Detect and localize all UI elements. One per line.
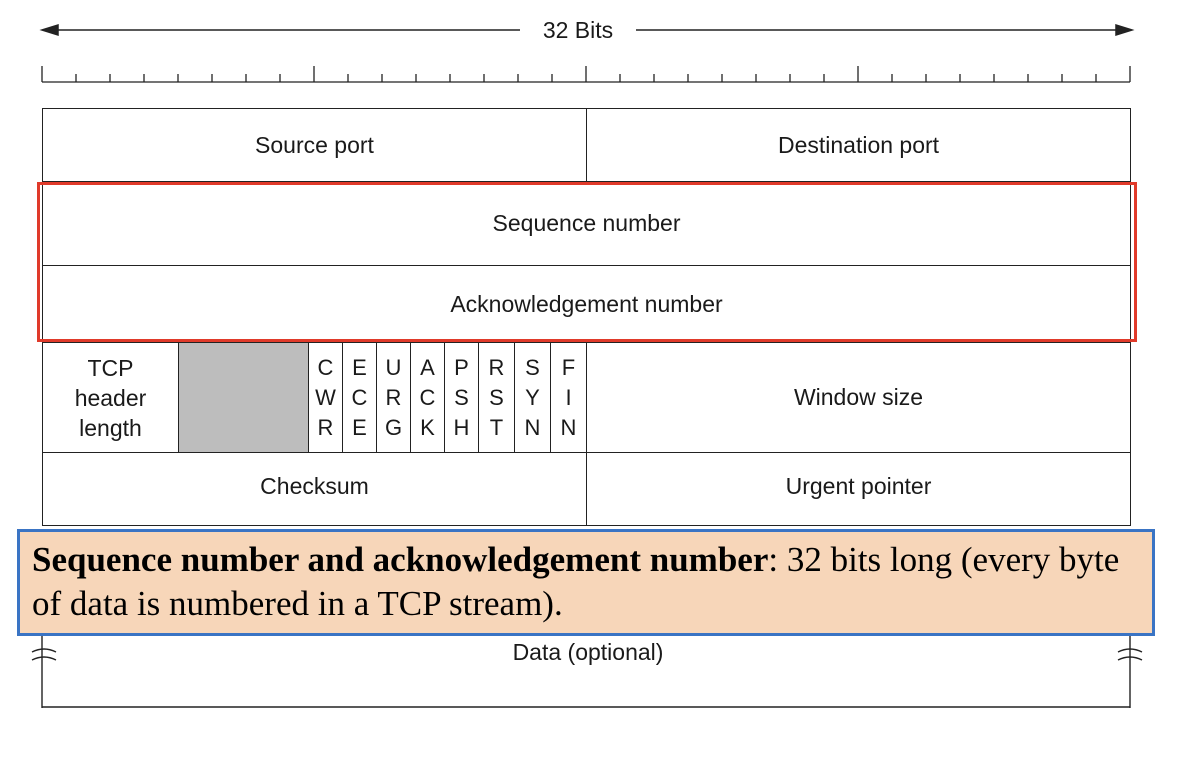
acknowledgement-number-field: Acknowledgement number [42, 265, 1131, 343]
urgent-pointer-field: Urgent pointer [586, 452, 1131, 526]
data-field-label: Data (optional) [512, 639, 664, 665]
flag-fin: F I N [550, 342, 587, 453]
tcp-header-length-line-2: header [74, 384, 147, 411]
flag-letter: C [351, 384, 368, 410]
tcp-header-length-line-1: TCP [87, 354, 134, 381]
tcp-header-length-line-3: length [79, 414, 142, 441]
flag-letter: H [453, 414, 470, 440]
data-break-marks [31, 636, 1143, 708]
source-port-field: Source port [42, 108, 587, 182]
flag-ece: E C E [342, 342, 377, 453]
flag-letter: K [420, 414, 435, 440]
flag-psh: P S H [444, 342, 479, 453]
note-bold-text: Sequence number and acknowledgement numb… [32, 540, 769, 579]
highlight-box [37, 182, 1137, 342]
flag-letter: C [419, 384, 436, 410]
bit-ruler [41, 66, 1131, 83]
flag-letter: S [454, 384, 469, 410]
flag-letter: P [454, 354, 469, 380]
flag-rst: R S T [478, 342, 515, 453]
flag-letter: W [315, 384, 336, 410]
bits-arrow [39, 23, 1135, 37]
flag-letter: R [385, 384, 402, 410]
flag-letter: A [420, 354, 435, 380]
bits-label: 32 Bits [529, 16, 627, 44]
flag-letter: I [565, 384, 572, 410]
flag-letter: U [385, 354, 402, 380]
flag-cwr: C W R [308, 342, 343, 453]
reserved-field [178, 342, 309, 453]
flag-letter: N [560, 414, 577, 440]
flag-letter: N [524, 414, 541, 440]
explanation-note: Sequence number and acknowledgement numb… [17, 529, 1155, 636]
flag-letter: S [489, 384, 504, 410]
flag-letter: Y [525, 384, 540, 410]
flag-letter: F [561, 354, 576, 380]
checksum-field: Checksum [42, 452, 587, 526]
flag-letter: C [317, 354, 334, 380]
flag-letter: E [352, 354, 367, 380]
flag-letter: E [352, 414, 367, 440]
flag-letter: R [317, 414, 334, 440]
tcp-header-length-field: TCP header length [42, 342, 179, 453]
flag-letter: R [488, 354, 505, 380]
flag-syn: S Y N [514, 342, 551, 453]
note-rest-text: : 32 bits long (every byte of data is nu… [32, 540, 1120, 623]
flag-letter: T [489, 414, 504, 440]
flag-ack: A C K [410, 342, 445, 453]
destination-port-field: Destination port [586, 108, 1131, 182]
flag-letter: G [384, 414, 403, 440]
flag-urg: U R G [376, 342, 411, 453]
window-size-field: Window size [586, 342, 1131, 453]
flag-letter: S [525, 354, 540, 380]
sequence-number-field: Sequence number [42, 181, 1131, 266]
